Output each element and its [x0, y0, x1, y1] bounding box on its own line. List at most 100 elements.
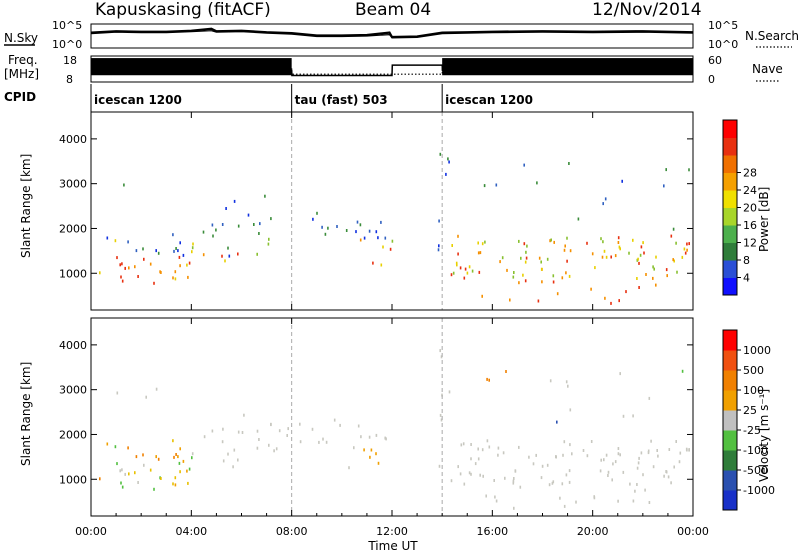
range-cell	[318, 440, 320, 444]
x-axis-label: Time UT	[367, 539, 418, 553]
range-cell	[127, 240, 129, 244]
range-cell	[650, 439, 652, 443]
colorbar-swatch	[723, 260, 737, 278]
range-cell	[665, 470, 667, 473]
range-cell	[273, 449, 275, 453]
range-cell	[564, 244, 566, 248]
range-cell	[99, 271, 101, 275]
range-cell	[178, 255, 181, 259]
velocity-frame	[90, 317, 694, 517]
range-cell	[681, 255, 684, 259]
range-cell	[688, 242, 690, 246]
range-cell	[256, 446, 259, 450]
range-cell	[666, 274, 668, 278]
colorbar-swatch	[723, 430, 737, 451]
range-cell	[106, 236, 109, 240]
range-cell	[648, 396, 651, 400]
range-cell	[590, 440, 593, 443]
range-cell	[632, 499, 635, 503]
range-cell	[640, 245, 643, 249]
range-cell	[258, 232, 260, 235]
range-cell	[348, 466, 350, 470]
range-cell	[470, 443, 472, 446]
range-cell	[391, 239, 394, 243]
range-cell	[505, 370, 507, 373]
range-cell	[675, 241, 677, 245]
range-cell	[380, 220, 382, 224]
y-tick-label: 2000	[59, 428, 87, 441]
range-cell	[438, 464, 441, 468]
range-cell	[137, 481, 139, 484]
range-cell	[452, 271, 455, 275]
range-cell	[686, 242, 688, 246]
range-cell	[556, 420, 558, 424]
range-cell	[258, 438, 260, 441]
range-cell	[336, 225, 338, 228]
x-tick-label: 00:00	[75, 525, 107, 538]
range-cell	[172, 482, 174, 486]
colorbar-swatch	[723, 370, 737, 391]
range-cell	[652, 276, 654, 280]
range-cell	[577, 217, 580, 221]
range-cell	[556, 292, 559, 296]
range-cell	[561, 482, 564, 486]
range-cell	[663, 184, 665, 188]
range-cell	[372, 261, 374, 265]
range-cell	[670, 481, 672, 485]
colorbar-swatch	[723, 225, 737, 243]
range-cell	[600, 458, 602, 462]
range-cell	[174, 483, 177, 487]
range-cell	[155, 455, 157, 459]
colorbar-tick-label: -500	[743, 464, 768, 477]
range-cell	[673, 465, 675, 469]
range-cell	[512, 275, 515, 279]
range-cell	[267, 242, 270, 246]
range-cell	[477, 457, 480, 461]
range-cell	[259, 222, 261, 226]
range-cell	[602, 240, 604, 244]
range-cell	[603, 249, 606, 253]
noise-frame	[90, 23, 694, 49]
range-cell	[368, 435, 371, 439]
range-cell	[610, 301, 612, 305]
range-cell	[656, 449, 658, 452]
range-cell	[625, 290, 627, 294]
range-cell	[134, 471, 136, 475]
range-cell	[471, 269, 474, 273]
range-cell	[610, 255, 612, 259]
range-cell	[494, 495, 496, 499]
range-cell	[617, 241, 620, 244]
range-cell	[187, 481, 189, 485]
range-cell	[568, 162, 570, 165]
colorbar-tick-label: 500	[743, 364, 764, 377]
range-cell	[237, 430, 240, 434]
range-cell	[256, 429, 259, 433]
range-cell	[459, 266, 462, 270]
range-cell	[114, 445, 117, 449]
range-cell	[518, 239, 520, 243]
range-cell	[173, 455, 175, 459]
range-cell	[614, 254, 617, 258]
colorbar-swatch	[723, 120, 737, 138]
range-cell	[363, 236, 366, 240]
range-cell	[202, 230, 205, 234]
range-cell	[591, 252, 594, 256]
range-cell	[175, 453, 177, 456]
range-cell	[504, 476, 506, 480]
nsky-tick-top: 10^5	[52, 19, 82, 32]
range-cell	[565, 380, 568, 384]
range-cell	[482, 474, 484, 478]
range-cell	[525, 256, 528, 260]
range-cell	[569, 443, 571, 447]
range-cell	[553, 240, 555, 244]
range-cell	[550, 238, 552, 242]
range-cell	[172, 276, 174, 280]
range-cell	[540, 260, 542, 264]
colorbar-swatch	[723, 207, 737, 226]
range-cell	[672, 227, 675, 231]
range-cell	[243, 413, 245, 417]
velocity-axis: 1000 2000 3000 4000	[59, 339, 693, 486]
range-cell	[182, 253, 185, 257]
freq-label-line2: [MHz]	[4, 67, 39, 81]
velocity-colorbar-label: Velocity [m s⁻¹]	[757, 389, 771, 482]
